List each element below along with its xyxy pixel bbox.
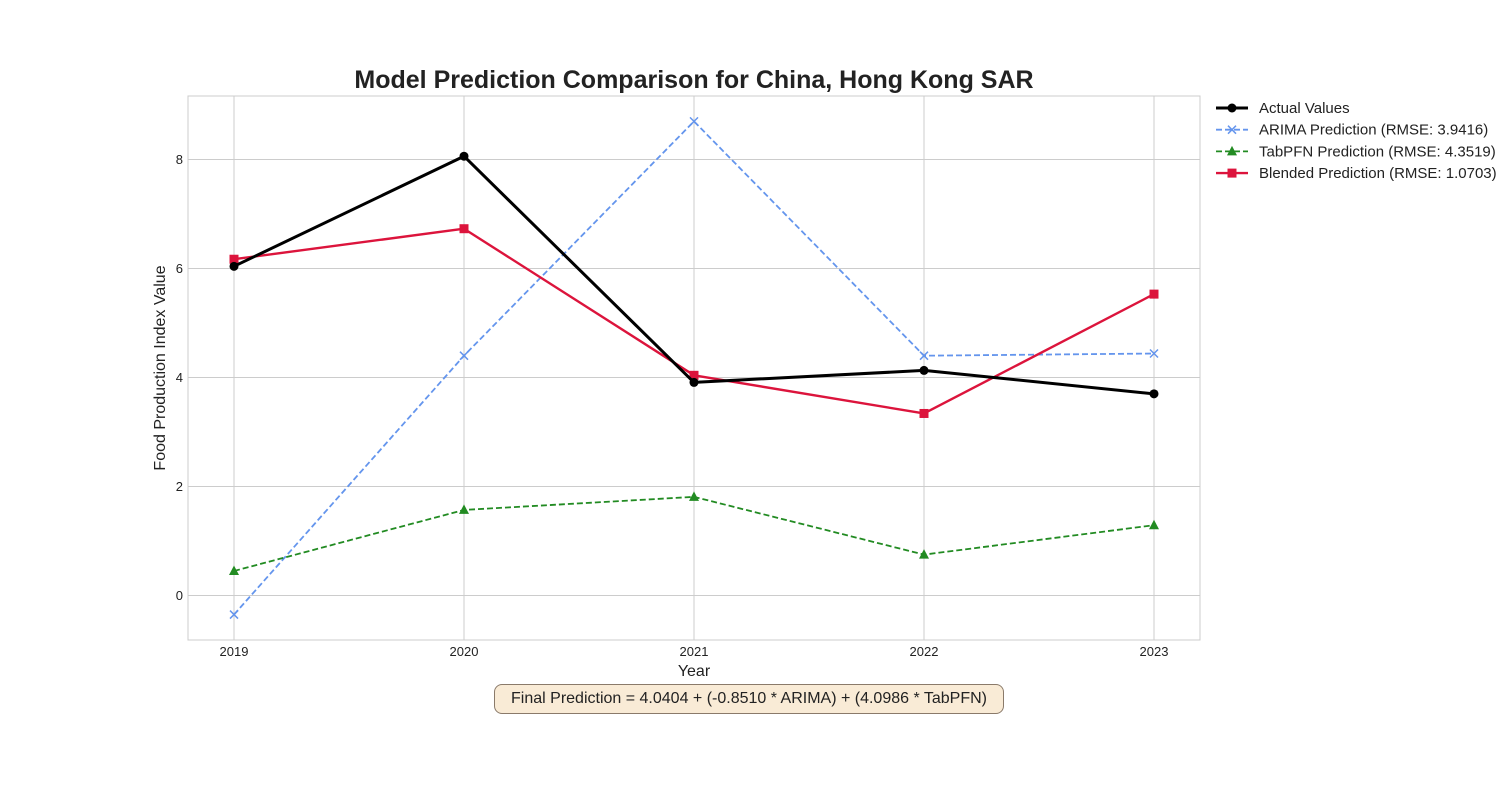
legend-item-actual: Actual Values [1216,100,1350,117]
legend-marker [1227,168,1237,178]
data-point-blended [229,254,239,264]
x-tick-label: 2021 [680,644,709,659]
legend-label: TabPFN Prediction (RMSE: 4.3519) [1259,143,1496,160]
series-tabpfn [229,491,1159,575]
x-marker-stroke [689,116,699,126]
legend-marker [1227,125,1237,135]
x-axis-label: Year [678,663,711,680]
y-tick-label: 4 [176,370,183,385]
plot-frame [187,95,1201,641]
data-point-blended [459,224,469,234]
data-point-tabpfn [229,565,239,575]
data-point-actual [1149,389,1159,399]
legend-item-arima: ARIMA Prediction (RMSE: 3.9416) [1216,122,1488,139]
legend: Actual Values ARIMA Prediction (RMSE: 3.9… [1216,100,1497,182]
y-tick-label: 6 [176,261,183,276]
data-point-actual [229,261,239,271]
series-actual [229,151,1159,399]
data-point-actual [459,151,469,161]
x-marker-stroke [229,610,239,620]
y-axis-label: Food Production Index Value [152,265,169,470]
x-marker-stroke [459,351,469,361]
x-tick-label: 2023 [1140,644,1169,659]
data-point-tabpfn [1149,519,1159,530]
data-point-actual [689,377,699,387]
x-tick-label: 2022 [910,644,939,659]
y-tick-label: 0 [176,588,183,603]
y-tick-label: 2 [176,479,183,494]
legend-label: Blended Prediction (RMSE: 1.0703) [1259,165,1497,182]
data-point-blended [919,408,929,418]
data-point-blended [689,370,699,380]
data-point-arima [459,351,469,361]
data-point-blended [1149,289,1159,299]
chart-title: Model Prediction Comparison for China, H… [354,66,1033,94]
data-point-tabpfn [919,549,929,559]
data-point-tabpfn [459,504,469,514]
x-tick-label: 2020 [450,644,479,659]
data-point-arima [1149,348,1159,359]
series-arima [229,116,1159,620]
grid [188,96,1200,640]
x-marker-stroke [919,351,929,361]
series-blended [229,224,1159,418]
y-tick-label: 8 [176,152,183,167]
x-tick-label: 2019 [220,644,249,659]
legend-marker [1227,145,1237,156]
tick-labels: 2019 2020 2021 2022 2023 0 2 4 6 8 [176,152,1169,659]
legend-item-tabpfn: TabPFN Prediction (RMSE: 4.3519) [1216,143,1496,160]
data-point-tabpfn [689,491,699,501]
x-marker-stroke [1149,348,1159,359]
legend-marker [1227,103,1237,113]
legend-label: Actual Values [1259,100,1350,117]
data-point-arima [229,610,239,620]
data-point-arima [689,116,699,126]
data-point-arima [919,351,929,361]
formula-annotation: Final Prediction = 4.0404 + (-0.8510 * A… [494,684,1004,714]
data-point-actual [919,365,929,375]
x-marker-stroke [1227,125,1237,135]
series-line-arima [233,120,1155,616]
legend-label: ARIMA Prediction (RMSE: 3.9416) [1259,122,1488,139]
legend-item-blended: Blended Prediction (RMSE: 1.0703) [1216,165,1497,182]
series-group [229,116,1159,620]
